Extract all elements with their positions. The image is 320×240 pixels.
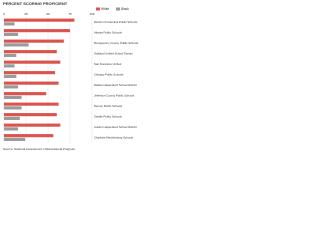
x-tick-label: 0 [3,12,5,16]
category-label: Atlanta Public Schools [94,30,122,34]
bar [4,95,22,99]
bar [4,39,64,43]
bar [4,81,59,85]
category-label: Seattle Public Schools [94,114,122,118]
x-tick-label: 25 [24,12,28,16]
source: Source: National Assessment of Education… [3,147,75,151]
bar [4,106,22,110]
category-label: Chicago Public Schools [94,72,124,76]
bar [4,29,70,33]
bar [4,60,61,64]
bar [4,85,19,89]
category-label: Charlotte-Mecklenburg Schools [94,135,134,139]
legend-swatch [116,7,120,11]
bar [4,50,57,54]
legend-label: Black [121,7,129,11]
bar [4,137,26,141]
category-label: Denver Public Schools [94,104,123,108]
x-tick-label: 100 [89,12,94,16]
bar [4,43,29,47]
legend-swatch [96,7,100,11]
bar [4,22,15,26]
chart-title: PERCENT SCORING PROFICIENT [3,1,68,6]
x-tick-label: 50 [46,12,50,16]
bar [4,134,54,138]
category-label: San Francisco Unified [94,62,122,66]
bar [4,123,61,127]
bar [4,113,57,117]
bar [4,127,19,131]
bar [4,116,20,120]
bar [4,18,75,22]
chart: PERCENT SCORING PROFICIENT Source: Natio… [3,1,139,151]
bar [4,92,47,96]
category-label: District of Columbia Public Schools [94,20,138,24]
bar [4,53,17,57]
category-label: Dallas Independent School District [94,83,137,87]
category-label: Oakland Unified School District [94,51,133,55]
bar [4,102,59,106]
bar [4,64,15,68]
category-label: Austin Independent School District [94,125,137,129]
legend-label: White [101,7,109,11]
category-label: Jefferson County Public Schools [94,93,135,97]
category-label: Montgomery County Public Schools [94,41,139,45]
bar [4,74,17,78]
bar [4,32,19,36]
x-tick-label: 75 [68,12,72,16]
bar [4,71,56,75]
